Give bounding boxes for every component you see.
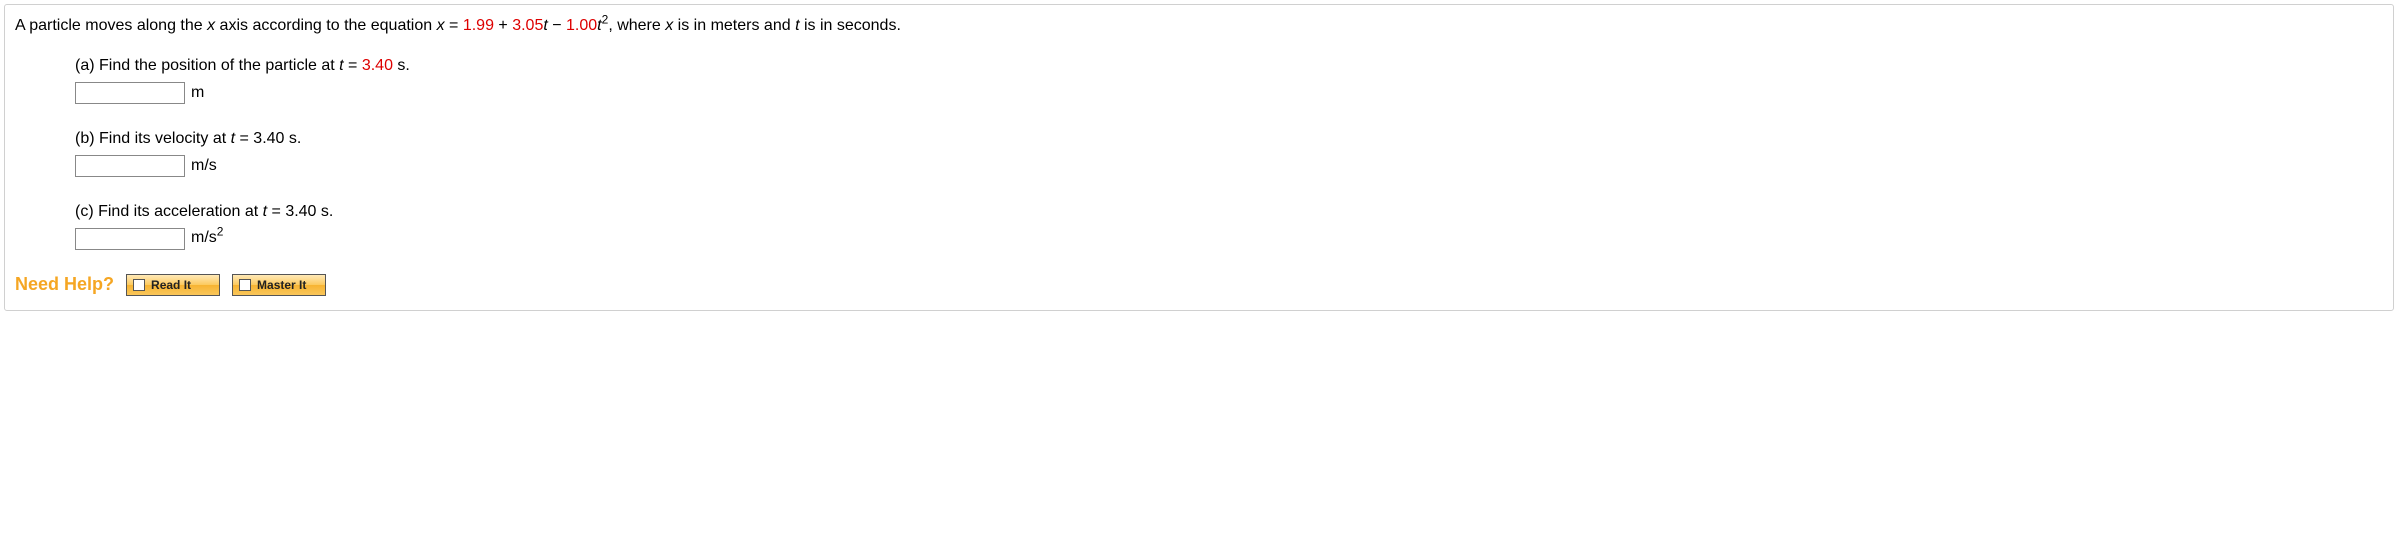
part-b-answer-row: m/s [75,155,2383,177]
stmt-prefix: A particle moves along the [15,17,207,34]
master-it-label: Master It [257,278,306,292]
part-c-time: 3.40 s. [285,203,333,220]
part-c-unit: m/s2 [191,227,223,249]
part-a-eq: = [344,57,362,74]
part-b-prefix: (b) Find its velocity at [75,130,231,147]
part-a-time-unit: s. [393,57,410,74]
stmt-coef-c: 1.00 [566,17,597,34]
part-c-answer-row: m/s2 [75,227,2383,249]
part-b: (b) Find its velocity at t = 3.40 s. m/s [75,128,2383,177]
stmt-plus1: + [494,17,512,34]
stmt-mid3: is in meters and [673,17,795,34]
read-it-button[interactable]: Read It [126,274,220,296]
stmt-suffix: is in seconds. [800,17,901,34]
part-c-prompt: (c) Find its acceleration at t = 3.40 s. [75,201,2383,223]
part-b-prompt: (b) Find its velocity at t = 3.40 s. [75,128,2383,150]
part-c-unit-base: m/s [191,229,217,246]
help-row: Need Help? Read It Master It [15,274,2383,296]
read-it-label: Read It [151,278,191,292]
part-a-time: 3.40 [362,57,393,74]
stmt-xaxis-var: x [207,17,215,34]
part-b-time: 3.40 s. [253,130,301,147]
part-a-unit: m [191,82,204,104]
need-help-label: Need Help? [15,274,114,295]
stmt-mid2: , where [608,17,665,34]
stmt-mid1: axis according to the equation [215,17,436,34]
part-b-input[interactable] [75,155,185,177]
part-a-answer-row: m [75,82,2383,104]
part-a-input[interactable] [75,82,185,104]
part-c: (c) Find its acceleration at t = 3.40 s.… [75,201,2383,250]
stmt-minus: − [548,17,566,34]
checkbox-icon [239,279,251,291]
checkbox-icon [133,279,145,291]
part-c-prefix: (c) Find its acceleration at [75,203,263,220]
problem-container: A particle moves along the x axis accord… [4,4,2394,311]
part-c-unit-exp: 2 [217,225,224,239]
part-c-eq: = [267,203,285,220]
stmt-eq-var: x [437,17,445,34]
part-c-input[interactable] [75,228,185,250]
master-it-button[interactable]: Master It [232,274,326,296]
problem-statement: A particle moves along the x axis accord… [15,15,2383,37]
stmt-coef-b: 3.05 [512,17,543,34]
part-a-prefix: (a) Find the position of the particle at [75,57,339,74]
stmt-eq: = [445,17,463,34]
part-a-prompt: (a) Find the position of the particle at… [75,55,2383,77]
stmt-coef-a: 1.99 [463,17,494,34]
part-a: (a) Find the position of the particle at… [75,55,2383,104]
part-b-eq: = [235,130,253,147]
part-b-unit: m/s [191,155,217,177]
